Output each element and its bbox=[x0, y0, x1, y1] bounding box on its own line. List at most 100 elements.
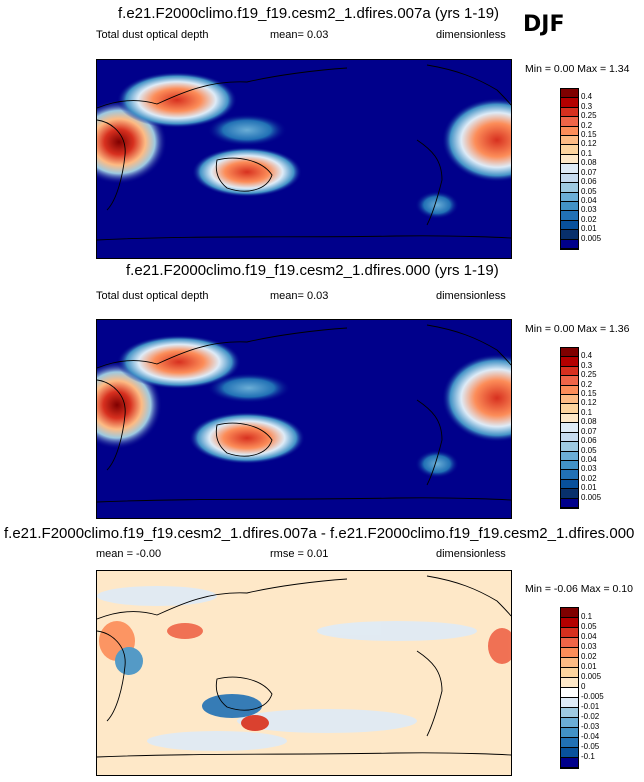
panel-2-title: f.e21.F2000climo.f19_f19.cesm2_1.dfires.… bbox=[126, 262, 499, 279]
colorbar-tick-label: -0.05 bbox=[581, 742, 600, 751]
panel-1-title: f.e21.F2000climo.f19_f19.cesm2_1.dfires.… bbox=[118, 5, 500, 22]
colorbar-tick-label: 0.08 bbox=[581, 158, 597, 168]
colorbar-cell bbox=[561, 89, 578, 99]
colorbar-cell bbox=[561, 718, 578, 728]
panel-3-minmax: Min = -0.06 Max = 0.10 bbox=[525, 583, 633, 595]
colorbar-cell bbox=[561, 395, 578, 405]
africa-east-dust-plume bbox=[442, 98, 511, 182]
panel-2-colorbar bbox=[560, 347, 579, 509]
asia-dust-plume bbox=[207, 114, 287, 146]
colorbar-cell bbox=[561, 239, 578, 249]
colorbar-cell bbox=[561, 758, 578, 768]
colorbar-cell bbox=[561, 98, 578, 108]
panel-2-minmax: Min = 0.00 Max = 1.36 bbox=[525, 323, 630, 335]
panel-3-rmse: rmse = 0.01 bbox=[270, 548, 329, 560]
colorbar-tick-label: 0.05 bbox=[581, 445, 597, 455]
south-america-dust-plume bbox=[415, 191, 459, 219]
colorbar-tick-label: 0.05 bbox=[581, 622, 597, 631]
colorbar-tick-label: 0.07 bbox=[581, 426, 597, 436]
colorbar-tick-label: 0.02 bbox=[581, 652, 597, 661]
colorbar-tick-label: 0.05 bbox=[581, 186, 597, 196]
colorbar-cell bbox=[561, 413, 578, 424]
panel-3-units: dimensionless bbox=[436, 548, 506, 560]
panel-2-variable: Total dust optical depth bbox=[96, 290, 209, 302]
colorbar-tick-label: 0.1 bbox=[581, 148, 593, 158]
colorbar-tick-label: 0 bbox=[581, 682, 586, 691]
panel-1-minmax: Min = 0.00 Max = 1.34 bbox=[525, 63, 630, 75]
colorbar-cell bbox=[561, 376, 578, 386]
colorbar-tick-label: 0.04 bbox=[581, 632, 597, 641]
colorbar-tick-label: 0.06 bbox=[581, 177, 597, 187]
colorbar-tick-label: 0.4 bbox=[581, 351, 593, 361]
arabia-dust-plume bbox=[117, 72, 237, 128]
colorbar-cell bbox=[561, 698, 578, 708]
colorbar-cell bbox=[561, 126, 578, 137]
colorbar-cell bbox=[561, 728, 578, 738]
colorbar-tick-label: 0.15 bbox=[581, 130, 597, 140]
colorbar-cell bbox=[561, 385, 578, 396]
sahel-negative-anomaly bbox=[115, 647, 143, 675]
colorbar-cell bbox=[561, 748, 578, 758]
africa-east-dust-plume bbox=[442, 354, 511, 442]
australia-positive-anomaly bbox=[241, 715, 269, 731]
colorbar-tick-label: 0.08 bbox=[581, 417, 597, 427]
colorbar-tick-label: 0.15 bbox=[581, 389, 597, 399]
asia-dust-plume bbox=[207, 373, 291, 403]
colorbar-tick-label: -0.02 bbox=[581, 712, 600, 721]
season-label: DJF bbox=[523, 12, 565, 37]
panel-2-map bbox=[96, 319, 512, 519]
coastlines bbox=[97, 575, 511, 758]
panel-3-map bbox=[96, 570, 512, 776]
panel-3-map-field bbox=[97, 575, 511, 758]
colorbar-tick-label: 0.005 bbox=[581, 492, 602, 502]
colorbar-cell bbox=[561, 107, 578, 118]
colorbar-tick-label: 0.03 bbox=[581, 205, 597, 215]
colorbar-cell bbox=[561, 366, 578, 377]
colorbar-tick-label: 0.12 bbox=[581, 398, 597, 408]
arabia-dust-plume bbox=[117, 335, 241, 389]
colorbar-cell bbox=[561, 154, 578, 165]
colorbar-tick-label: 0.01 bbox=[581, 662, 597, 671]
panel-3-title: f.e21.F2000climo.f19_f19.cesm2_1.dfires.… bbox=[4, 525, 635, 542]
panel-1-colorbar bbox=[560, 88, 579, 250]
panel-2-mean: mean= 0.03 bbox=[270, 290, 329, 302]
colorbar-cell bbox=[561, 608, 578, 618]
colorbar-tick-label: -0.03 bbox=[581, 722, 600, 731]
colorbar-cell bbox=[561, 708, 578, 718]
colorbar-tick-label: 0.04 bbox=[581, 195, 597, 205]
colorbar-cell bbox=[561, 173, 578, 184]
colorbar-cell bbox=[561, 618, 578, 628]
colorbar-tick-label: -0.005 bbox=[581, 692, 604, 701]
colorbar-tick-label: 0.2 bbox=[581, 379, 593, 389]
colorbar-cell bbox=[561, 668, 578, 678]
panel-1-map bbox=[96, 59, 512, 259]
colorbar-cell bbox=[561, 648, 578, 658]
colorbar-tick-label: 0.2 bbox=[581, 120, 593, 130]
colorbar-cell bbox=[561, 688, 578, 698]
colorbar-tick-label: 0.03 bbox=[581, 464, 597, 474]
colorbar-cell bbox=[561, 423, 578, 433]
colorbar-tick-label: 0.07 bbox=[581, 167, 597, 177]
colorbar-cell bbox=[561, 432, 578, 443]
south-america-dust-plume bbox=[415, 450, 459, 478]
colorbar-cell bbox=[561, 136, 578, 146]
australia-negative-anomaly bbox=[202, 694, 262, 718]
colorbar-tick-label: 0.03 bbox=[581, 642, 597, 651]
colorbar-cell bbox=[561, 498, 578, 508]
colorbar-cell bbox=[561, 489, 578, 499]
colorbar-tick-label: 0.1 bbox=[581, 612, 593, 621]
panel-1-map-field bbox=[97, 64, 511, 241]
colorbar-cell bbox=[561, 658, 578, 668]
colorbar-tick-label: 0.02 bbox=[581, 214, 597, 224]
colorbar-cell bbox=[561, 638, 578, 648]
colorbar-cell bbox=[561, 678, 578, 688]
colorbar-cell bbox=[561, 357, 578, 367]
colorbar-cell bbox=[561, 348, 578, 358]
colorbar-cell bbox=[561, 451, 578, 461]
panel-2-map-field bbox=[97, 324, 511, 503]
colorbar-tick-label: 0.25 bbox=[581, 370, 597, 380]
colorbar-cell bbox=[561, 470, 578, 480]
colorbar-cell bbox=[561, 220, 578, 231]
colorbar-cell bbox=[561, 192, 578, 202]
colorbar-tick-label: 0.4 bbox=[581, 92, 593, 102]
